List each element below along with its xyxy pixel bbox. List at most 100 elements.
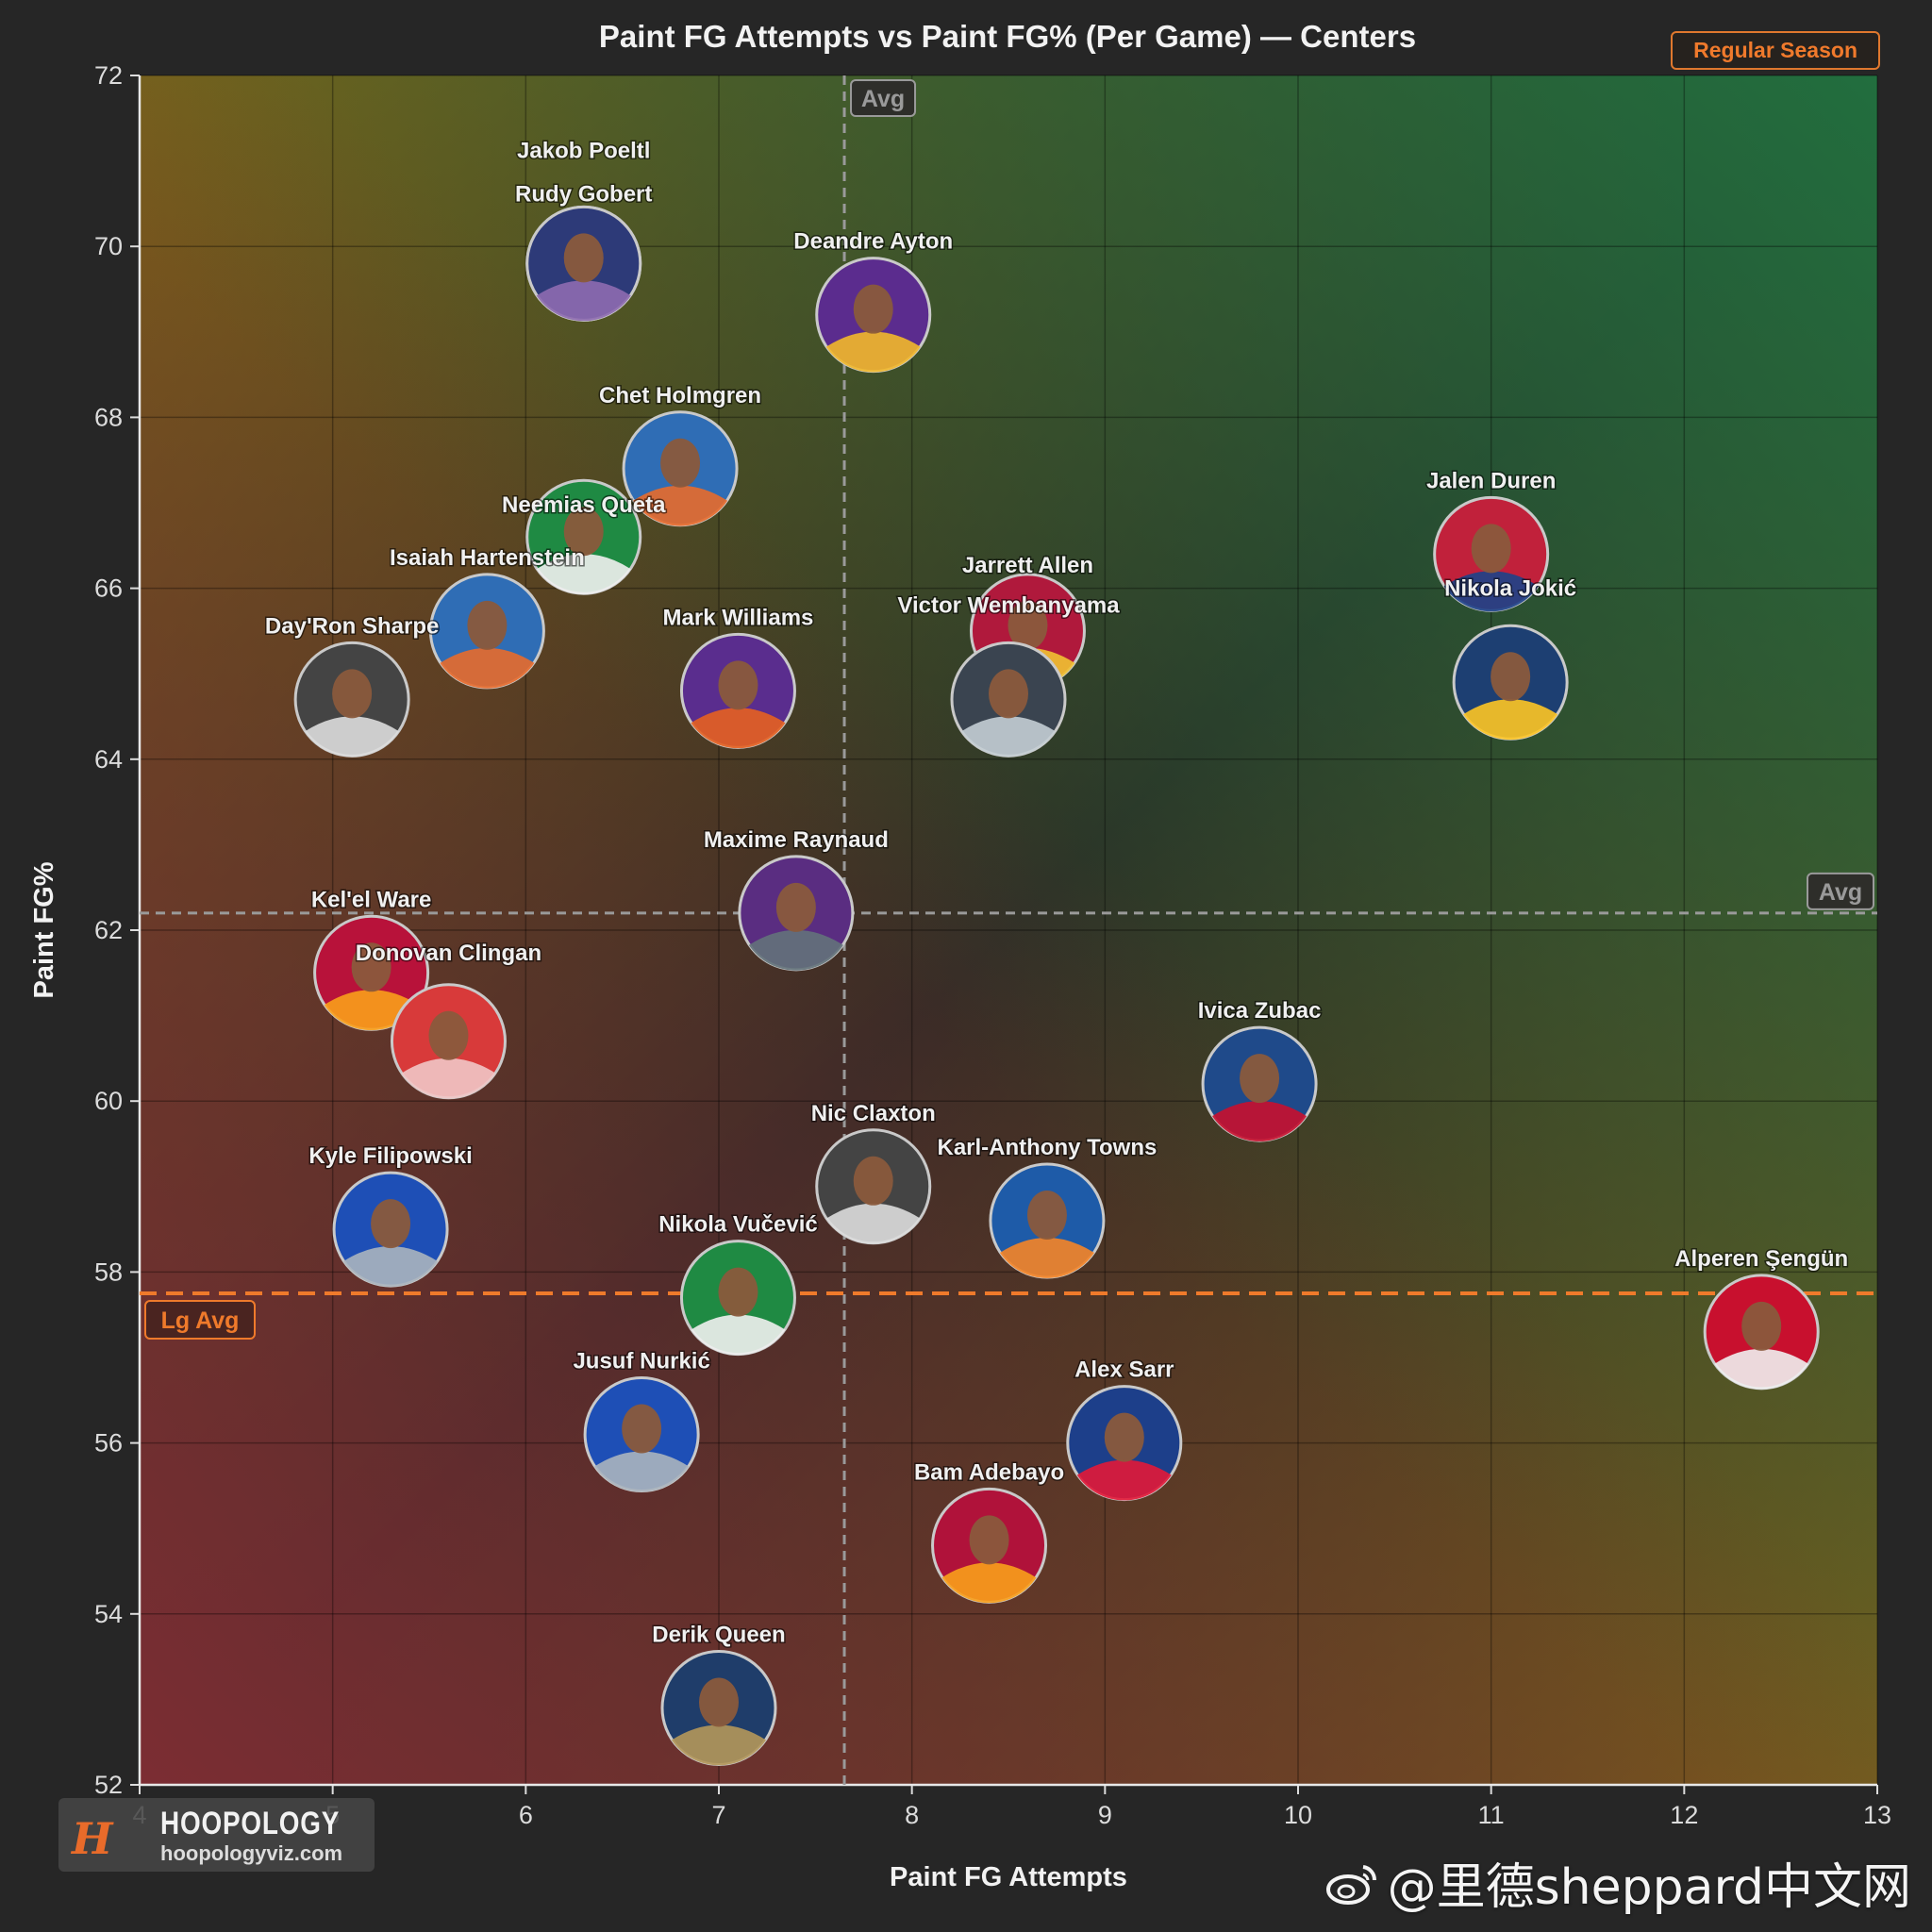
player-jersey-shape <box>825 1203 921 1244</box>
player-jersey-shape <box>1443 571 1539 612</box>
player-jersey-shape <box>1463 699 1558 741</box>
y-tick-label: 70 <box>94 232 123 260</box>
player-label: Karl-Anthony Towns <box>937 1135 1157 1160</box>
x-tick-label: 11 <box>1478 1801 1505 1829</box>
y-tick-label: 56 <box>94 1429 123 1457</box>
logo-url: hoopologyviz.com <box>160 1841 343 1865</box>
player-label: Chet Holmgren <box>599 383 761 408</box>
player-point: Victor Wembanyama <box>896 591 1122 758</box>
player-jersey-shape <box>691 1314 786 1356</box>
player-head-shape <box>775 882 816 932</box>
player-head-shape <box>1008 600 1048 650</box>
player-head-shape <box>428 1010 469 1060</box>
x-avg-tag: Avg <box>861 86 905 112</box>
player-jersey-shape <box>1212 1101 1307 1141</box>
player-head-shape <box>969 1515 1009 1565</box>
y-tick-label: 68 <box>94 403 123 431</box>
player-point: Kyle Filipowski <box>308 1142 474 1288</box>
player-point: Nic Claxton <box>809 1099 937 1245</box>
player-point: Mark Williams <box>661 604 815 749</box>
weibo-watermark: @里德sheppard中文网 <box>1325 1847 1911 1918</box>
player-head-shape <box>1240 1054 1280 1104</box>
player-label: Jakob Poeltl <box>517 138 650 163</box>
player-label: Kyle Filipowski <box>308 1143 472 1169</box>
player-label: Bam Adebayo <box>914 1459 1064 1485</box>
watermark-text: @里德sheppard中文网 <box>1387 1859 1911 1916</box>
player-point: Alperen Şengün <box>1674 1244 1850 1391</box>
player-label: Donovan Clingan <box>356 941 541 966</box>
player-label: Jalen Duren <box>1426 468 1556 493</box>
player-jersey-shape <box>633 485 728 526</box>
x-tick-label: 13 <box>1863 1801 1891 1829</box>
player-label: Ivica Zubac <box>1198 998 1322 1024</box>
y-tick-label: 58 <box>94 1257 123 1286</box>
player-jersey-shape <box>961 716 1056 758</box>
y-tick-label: 52 <box>94 1771 123 1799</box>
player-jersey-shape <box>748 929 843 971</box>
player-head-shape <box>1026 1191 1067 1241</box>
x-axis-label: Paint FG Attempts <box>890 1862 1127 1892</box>
player-point: Deandre Ayton <box>792 227 955 374</box>
player-head-shape <box>563 507 604 557</box>
chart-title: Paint FG Attempts vs Paint FG% (Per Game… <box>599 19 1416 54</box>
logo-name: HOOPOLOGY <box>160 1806 341 1841</box>
y-axis-label: Paint FG% <box>29 861 59 998</box>
x-tick-label: 12 <box>1670 1801 1698 1829</box>
player-label: Day'Ron Sharpe <box>265 613 439 639</box>
x-tick-label: 7 <box>711 1801 725 1829</box>
player-point: Alex Sarr <box>1066 1356 1183 1502</box>
player-head-shape <box>1471 524 1511 574</box>
y-tick-label: 54 <box>94 1600 123 1628</box>
player-point: Derik Queen <box>651 1621 787 1766</box>
player-head-shape <box>563 233 604 283</box>
player-point: Donovan Clingan <box>354 939 543 1100</box>
y-avg-tag-box <box>1807 872 1874 910</box>
player-jersey-shape <box>1076 1459 1172 1501</box>
player-jersey-shape <box>594 1451 690 1492</box>
grid <box>139 75 1878 1786</box>
player-head-shape <box>622 1404 662 1454</box>
player-label: Mark Williams <box>663 605 814 630</box>
player-jersey-shape <box>999 1238 1094 1278</box>
player-label: Neemias Queta <box>502 492 666 518</box>
x-tick-label: 8 <box>905 1801 919 1829</box>
league-avg-tag: Lg Avg <box>161 1307 240 1334</box>
player-jersey-shape <box>672 1724 766 1766</box>
player-point: Jusuf Nurkić <box>572 1347 711 1493</box>
player-label: Nikola Vučević <box>658 1212 818 1238</box>
player-label: Alex Sarr <box>1074 1357 1174 1383</box>
x-tick-label: 10 <box>1284 1801 1312 1829</box>
player-head-shape <box>718 1267 758 1317</box>
player-label: Isaiah Hartenstein <box>390 545 585 571</box>
player-jersey-shape <box>825 331 921 373</box>
player-point: Ivica Zubac <box>1196 997 1323 1142</box>
player-label: Victor Wembanyama <box>897 592 1120 618</box>
player-head-shape <box>853 1156 893 1206</box>
player-point: Chet Holmgren <box>598 381 763 527</box>
y-tick-label: 60 <box>94 1087 123 1115</box>
player-jersey-shape <box>536 280 631 322</box>
player-label: Kel'el Ware <box>311 887 432 912</box>
x-avg-tag-box <box>850 79 917 117</box>
player-label: Deandre Ayton <box>793 229 953 255</box>
player-head-shape <box>1491 652 1531 702</box>
season-badge: Regular Season <box>1671 31 1880 70</box>
player-point: Bam Adebayo <box>912 1458 1066 1604</box>
player-head-shape <box>989 669 1028 719</box>
weibo-icon <box>1325 1864 1376 1905</box>
player-point: Isaiah Hartenstein <box>389 543 586 690</box>
player-jersey-shape <box>343 1246 439 1287</box>
player-label: Jusuf Nurkić <box>573 1349 709 1374</box>
player-jersey-shape <box>305 716 400 758</box>
player-head-shape <box>699 1677 739 1727</box>
y-tick-label: 72 <box>94 61 123 90</box>
player-point: Day'Ron Sharpe <box>263 612 441 758</box>
player-jersey-shape <box>401 1058 496 1099</box>
player-label: Jarrett Allen <box>962 553 1093 578</box>
player-label: Maxime Raynaud <box>704 827 889 853</box>
player-point: Neemias Queta <box>501 478 668 595</box>
y-tick-label: 62 <box>94 916 123 944</box>
player-jersey-shape <box>1714 1348 1809 1390</box>
x-tick-label: 6 <box>519 1801 533 1829</box>
